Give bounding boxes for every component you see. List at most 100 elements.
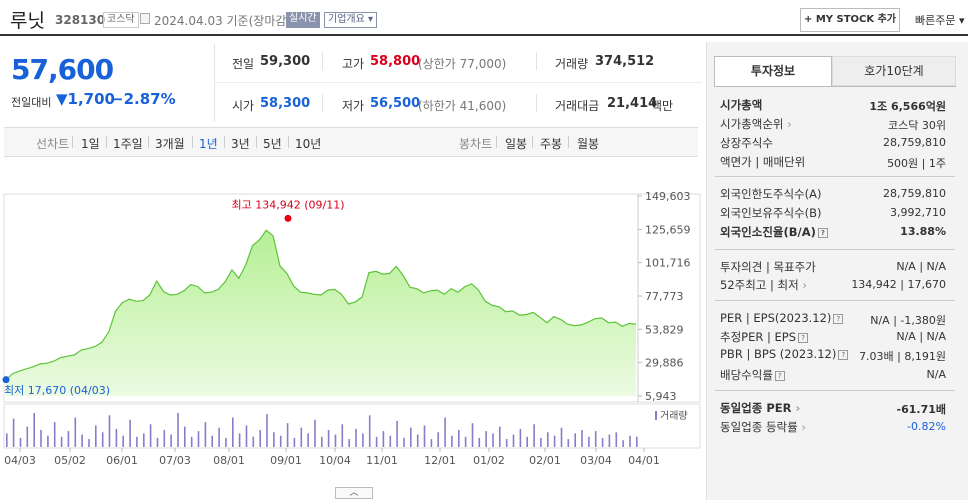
industry-per-value: -61.71배 [896, 403, 946, 416]
lower-limit: (하한가 41,600) [418, 99, 507, 113]
volume-frame [3, 403, 701, 449]
volume-bar [170, 434, 172, 447]
period-tab-3m[interactable]: 3개월 [155, 137, 185, 151]
volume-bar [53, 422, 56, 447]
volume-bar [95, 425, 97, 447]
market-cap-value: 1조 6,566억원 [869, 100, 946, 113]
volume-bar [149, 424, 152, 447]
volume-bar [40, 430, 42, 447]
period-tab-1y[interactable]: 1년 [199, 137, 218, 151]
volume-bar [423, 425, 426, 447]
volume-bar [232, 417, 234, 447]
volume-bar [492, 433, 494, 447]
row-label-text: 시가총액순위 [720, 117, 784, 131]
add-my-stock-button[interactable]: + MY STOCK 추가 [800, 8, 900, 32]
volume-bar [197, 431, 200, 447]
candle-tab-daily[interactable]: 일봉 [505, 137, 528, 151]
volume-bar [67, 431, 70, 447]
open-value: 58,300 [260, 96, 311, 111]
help-icon[interactable]: ? [798, 332, 809, 343]
candle-chart-label: 봉차트 [459, 137, 493, 151]
par-value-trade-unit-value: 500원 | 1주 [887, 157, 946, 170]
industry-change-rate-label[interactable]: 동일업종 등락률 › [720, 419, 806, 435]
volume-bar [245, 425, 248, 447]
company-info-dropdown[interactable]: 기업개요 ▾ [324, 12, 378, 28]
stock-name: 루닛 [10, 10, 45, 32]
period-tab-5y[interactable]: 5년 [263, 137, 282, 151]
per-eps-value: N/A | -1,380원 [870, 314, 946, 327]
help-icon[interactable]: ? [833, 313, 844, 324]
volume-bar [615, 432, 618, 447]
volume-bar [314, 419, 316, 447]
row-label-text: 외국인소진율(B/A) [720, 225, 816, 239]
volume-bar [382, 431, 385, 447]
market-cap-rank-label[interactable]: 시가총액순위 › [720, 116, 792, 132]
foreign-exhaustion-rate-value: 13.88% [900, 225, 946, 238]
volume-bar [156, 437, 159, 447]
volume-bar [143, 433, 145, 447]
divider [106, 136, 107, 148]
price-chart[interactable]: 149,603 125,659 101,716 77,773 53,829 29,886 5… [0, 158, 704, 500]
row-label-text: PER | EPS(2023.12) [720, 311, 832, 325]
high-label: 고가 [342, 57, 365, 71]
y-tick-label: 53,829 [645, 323, 684, 336]
tab-order-book[interactable]: 호가10단계 [832, 56, 956, 86]
listed-shares-value: 28,759,810 [883, 136, 946, 149]
volume-bar [622, 440, 624, 447]
divider [256, 136, 257, 148]
volume-bar [266, 414, 268, 447]
stock-code: 328130 [55, 13, 106, 27]
chart-frame [3, 193, 701, 403]
volume-bar [396, 420, 398, 447]
52week-high-low-label[interactable]: 52주최고 | 최저 › [720, 277, 807, 293]
candle-tab-weekly[interactable]: 주봉 [540, 137, 563, 151]
pbr-bps-label: PBR | BPS (2023.12)? [720, 347, 849, 361]
collapse-chart-button[interactable]: ︿ [335, 487, 373, 499]
price-change-percent: −2.87% [111, 90, 176, 108]
volume-bar [286, 423, 289, 447]
industry-per-label[interactable]: 동일업종 PER › [720, 400, 800, 416]
row-label-text: 투자의견 | 목표주가 [720, 260, 816, 274]
open-label: 시가 [232, 99, 255, 113]
chevron-down-icon: ▾ [368, 14, 374, 25]
volume-bar [238, 433, 241, 447]
chevron-right-icon: › [783, 117, 792, 131]
volume-bar [204, 422, 207, 447]
help-icon[interactable]: ? [774, 370, 785, 381]
period-tab-3y[interactable]: 3년 [231, 137, 250, 151]
period-tab-1w[interactable]: 1주일 [113, 137, 143, 151]
chevron-right-icon: › [798, 278, 807, 292]
investment-info-panel [706, 42, 968, 500]
divider [714, 86, 956, 87]
high-annotation: 최고 134,942 (09/11) [231, 198, 344, 211]
help-icon[interactable]: ? [838, 349, 849, 360]
live-badge[interactable]: 실시간 [286, 12, 320, 28]
volume-bar [505, 439, 508, 447]
divider [322, 52, 323, 70]
row-label-text: 동일업종 등락률 [720, 420, 798, 434]
volume-bar [533, 424, 535, 447]
market-cap-label: 시가총액 [720, 97, 762, 113]
volume-bar [177, 413, 179, 447]
industry-change-rate-value: -0.82% [907, 420, 946, 433]
period-tab-10y[interactable]: 10년 [295, 137, 322, 151]
volume-bar [334, 434, 337, 447]
volume-bar [512, 434, 515, 447]
quick-order-link[interactable]: 빠른주문 ▾ [915, 12, 965, 28]
dividend-yield-label: 배당수익률? [720, 367, 785, 383]
period-tab-1d[interactable]: 1일 [81, 137, 100, 151]
company-info-label: 기업개요 [328, 14, 365, 25]
volume-bar [355, 428, 357, 447]
volume-legend-swatch [655, 411, 657, 420]
volume-label: 거래량 [555, 57, 589, 71]
pbr-bps-value: 7.03배 | 8,191원 [859, 350, 946, 363]
market-badge: 코스닥 [103, 12, 139, 28]
tab-investment-info[interactable]: 투자정보 [714, 56, 832, 86]
row-label-text: 동일업종 PER [720, 401, 792, 415]
help-icon[interactable]: ? [817, 227, 828, 238]
volume-value: 374,512 [595, 54, 655, 69]
candle-tab-monthly[interactable]: 월봉 [577, 137, 600, 151]
divider [72, 136, 73, 148]
trade-amount-value: 21,414 [607, 96, 658, 111]
volume-bar [122, 435, 124, 447]
